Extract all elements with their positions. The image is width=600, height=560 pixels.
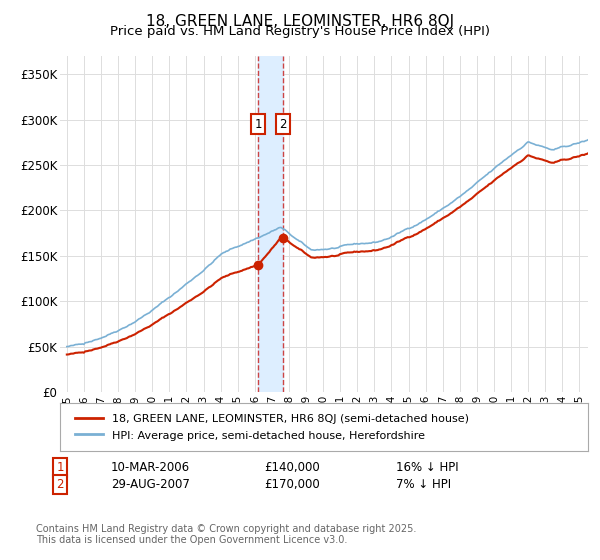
Text: 1: 1 [254, 118, 262, 130]
Text: £170,000: £170,000 [264, 478, 320, 491]
Text: Price paid vs. HM Land Registry's House Price Index (HPI): Price paid vs. HM Land Registry's House … [110, 25, 490, 38]
Text: 1: 1 [56, 461, 64, 474]
Text: Contains HM Land Registry data © Crown copyright and database right 2025.
This d: Contains HM Land Registry data © Crown c… [36, 524, 416, 545]
Text: 29-AUG-2007: 29-AUG-2007 [111, 478, 190, 491]
Text: 2: 2 [280, 118, 287, 130]
Bar [258, 56, 283, 392]
Text: 2: 2 [56, 478, 64, 491]
Text: 18, GREEN LANE, LEOMINSTER, HR6 8QJ: 18, GREEN LANE, LEOMINSTER, HR6 8QJ [146, 14, 454, 29]
Text: 10-MAR-2006: 10-MAR-2006 [111, 461, 190, 474]
Legend: 18, GREEN LANE, LEOMINSTER, HR6 8QJ (semi-detached house), HPI: Average price, s: 18, GREEN LANE, LEOMINSTER, HR6 8QJ (sem… [71, 409, 473, 445]
Text: £140,000: £140,000 [264, 461, 320, 474]
Text: 16% ↓ HPI: 16% ↓ HPI [396, 461, 458, 474]
Text: 7% ↓ HPI: 7% ↓ HPI [396, 478, 451, 491]
